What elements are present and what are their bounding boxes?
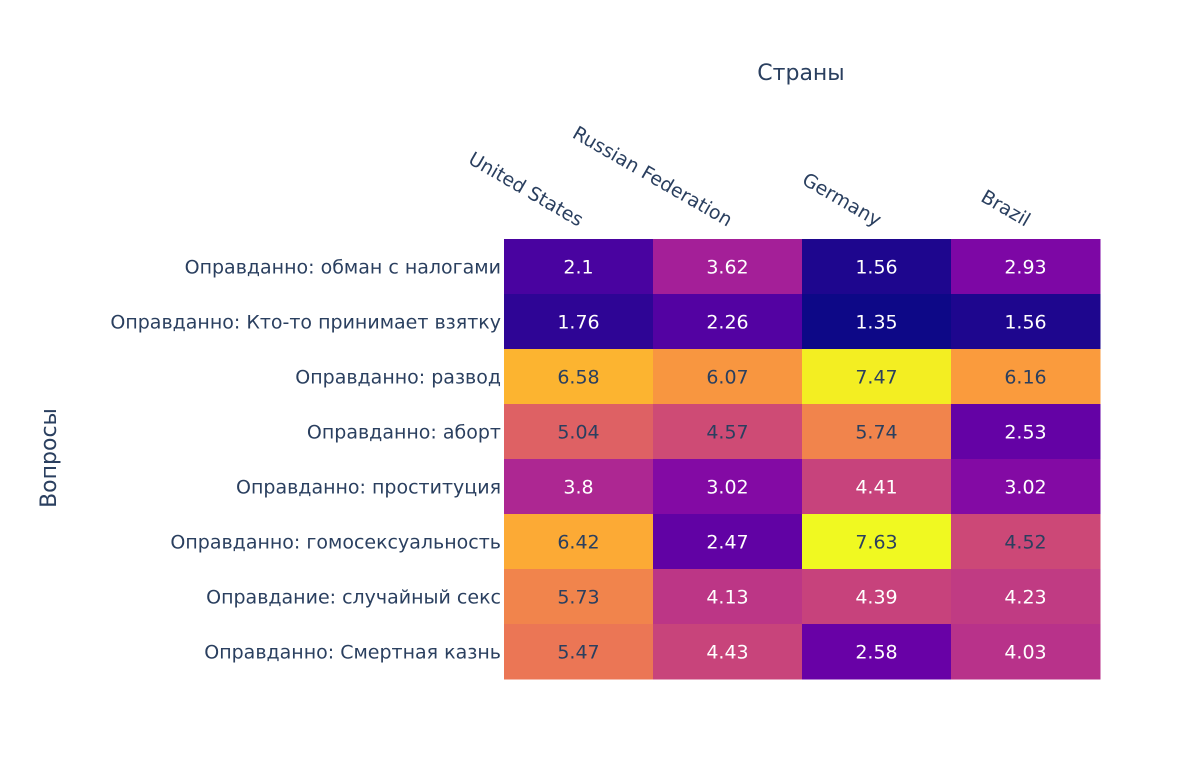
heatmap-cell: [653, 294, 803, 350]
cell-value-label: 4.03: [1004, 642, 1046, 664]
cell-value-label: 3.62: [706, 257, 748, 279]
cell-value-label: 3.02: [1004, 477, 1046, 499]
y-tick-label: Оправданно: обман с налогами: [185, 257, 501, 279]
y-tick-label: Оправданно: Кто-то принимает взятку: [110, 312, 501, 334]
heatmap-cell: [504, 459, 654, 515]
cell-value-label: 7.47: [855, 367, 897, 389]
y-tick-label: Оправданно: проституция: [236, 477, 501, 499]
cell-value-label: 6.58: [557, 367, 599, 389]
heatmap-cell: [504, 569, 654, 625]
heatmap-cell: [653, 404, 803, 460]
heatmap-cell: [653, 349, 803, 405]
cell-value-label: 3.02: [706, 477, 748, 499]
cell-value-label: 4.23: [1004, 587, 1046, 609]
cell-value-label: 5.73: [557, 587, 599, 609]
heatmap-cell: [951, 514, 1101, 570]
x-tick-label: Germany: [798, 169, 885, 232]
cell-value-label: 4.52: [1004, 532, 1046, 554]
y-tick-label: Оправданно: аборт: [307, 422, 501, 444]
cell-value-label: 3.8: [563, 477, 593, 499]
x-tick-label: United States: [465, 148, 587, 231]
cell-value-label: 6.07: [706, 367, 748, 389]
cell-value-label: 6.16: [1004, 367, 1046, 389]
heatmap-cell: [951, 624, 1101, 680]
cell-value-label: 2.93: [1004, 257, 1046, 279]
heatmap-cell: [802, 294, 952, 350]
heatmap-cell: [951, 459, 1101, 515]
heatmap-cell: [802, 569, 952, 625]
heatmap-cell: [951, 349, 1101, 405]
y-tick-label: Оправданно: развод: [295, 367, 501, 389]
cell-value-label: 1.56: [1004, 312, 1046, 334]
heatmap-cell: [951, 294, 1101, 350]
cell-value-label: 7.63: [855, 532, 897, 554]
y-tick-label: Оправданно: Смертная казнь: [204, 642, 501, 664]
heatmap-cell: [802, 624, 952, 680]
cell-value-label: 1.35: [855, 312, 897, 334]
cell-value-label: 2.26: [706, 312, 748, 334]
heatmap-cell: [802, 459, 952, 515]
x-axis-title: Страны: [757, 61, 844, 86]
cell-value-label: 4.41: [855, 477, 897, 499]
y-axis-title: Вопросы: [37, 408, 62, 508]
cell-value-label: 2.47: [706, 532, 748, 554]
cell-value-label: 5.74: [855, 422, 897, 444]
heatmap-cell: [504, 624, 654, 680]
heatmap-cell: [951, 239, 1101, 295]
heatmap-cell: [504, 294, 654, 350]
cell-value-label: 4.43: [706, 642, 748, 664]
cell-value-label: 4.39: [855, 587, 897, 609]
heatmap-cell: [653, 514, 803, 570]
heatmap-cell: [802, 239, 952, 295]
cell-value-label: 2.53: [1004, 422, 1046, 444]
heatmap-cell: [504, 349, 654, 405]
heatmap-cell: [653, 624, 803, 680]
heatmap-cells: 2.1 3.62 1.56 2.93 1.76 2.26 1.35 1.56 6.58 6.07 7…: [504, 239, 1101, 680]
cell-value-label: 2.58: [855, 642, 897, 664]
cell-value-label: 5.47: [557, 642, 599, 664]
x-tick-label: Brazil: [977, 186, 1034, 232]
y-tick-labels: Оправданно: обман с налогами Оправданно: …: [110, 257, 501, 664]
cell-value-label: 6.42: [557, 532, 599, 554]
cell-value-label: 5.04: [557, 422, 599, 444]
heatmap-cell: [504, 404, 654, 460]
heatmap-cell: [951, 569, 1101, 625]
cell-value-label: 1.56: [855, 257, 897, 279]
heatmap-cell: [951, 404, 1101, 460]
cell-value-label: 2.1: [563, 257, 593, 279]
heatmap-cell: [504, 239, 654, 295]
heatmap-cell: [653, 459, 803, 515]
heatmap-cell: [504, 514, 654, 570]
x-tick-label: Russian Federation: [569, 122, 736, 231]
y-tick-label: Оправданно: гомосексуальность: [170, 532, 501, 554]
heatmap-cell: [653, 239, 803, 295]
heatmap-cell: [653, 569, 803, 625]
heatmap-cell: [802, 349, 952, 405]
y-tick-label: Оправдание: случайный секс: [206, 587, 501, 609]
heatmap-cell: [802, 404, 952, 460]
cell-value-label: 1.76: [557, 312, 599, 334]
heatmap-cell: [802, 514, 952, 570]
cell-value-label: 4.13: [706, 587, 748, 609]
cell-value-label: 4.57: [706, 422, 748, 444]
